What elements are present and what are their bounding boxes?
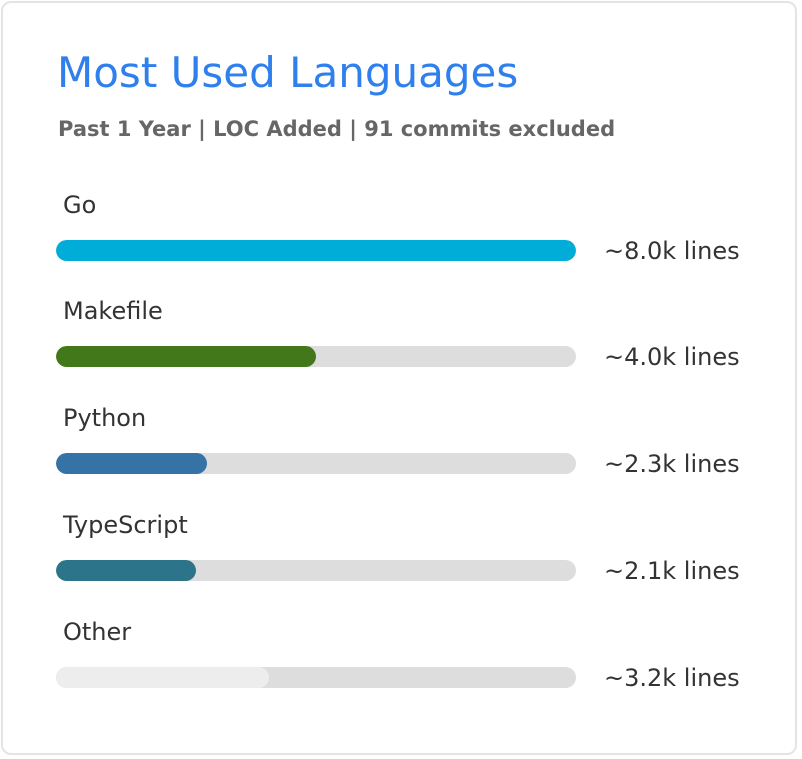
language-name: Other	[63, 618, 132, 646]
lines-count: ~8.0k lines	[604, 237, 740, 265]
usage-bar-fill	[56, 240, 576, 261]
language-row-makefile: Makefile ~4.0k lines	[3, 295, 802, 395]
language-name: TypeScript	[63, 511, 188, 539]
usage-bar-track	[56, 453, 576, 474]
usage-bar-fill	[56, 560, 197, 581]
usage-bar-track	[56, 560, 576, 581]
usage-bar-fill	[56, 453, 207, 474]
lines-count: ~2.3k lines	[604, 450, 740, 478]
usage-bar-track	[56, 240, 576, 261]
language-name: Python	[63, 404, 147, 432]
language-name: Makefile	[63, 297, 163, 325]
card-title: Most Used Languages	[57, 48, 519, 97]
lines-count: ~4.0k lines	[604, 343, 740, 371]
usage-bar-fill	[56, 346, 316, 367]
language-row-typescript: TypeScript ~2.1k lines	[3, 509, 802, 609]
card-subtitle: Past 1 Year | LOC Added | 91 commits exc…	[58, 117, 616, 141]
language-name: Go	[63, 191, 97, 219]
usage-bar-fill	[56, 667, 270, 688]
lines-count: ~2.1k lines	[604, 557, 740, 585]
usage-bar-track	[56, 667, 576, 688]
lines-count: ~3.2k lines	[604, 664, 740, 692]
language-row-go: Go ~8.0k lines	[3, 189, 802, 289]
language-row-python: Python ~2.3k lines	[3, 402, 802, 502]
language-row-other: Other ~3.2k lines	[3, 616, 802, 716]
usage-bar-track	[56, 346, 576, 367]
